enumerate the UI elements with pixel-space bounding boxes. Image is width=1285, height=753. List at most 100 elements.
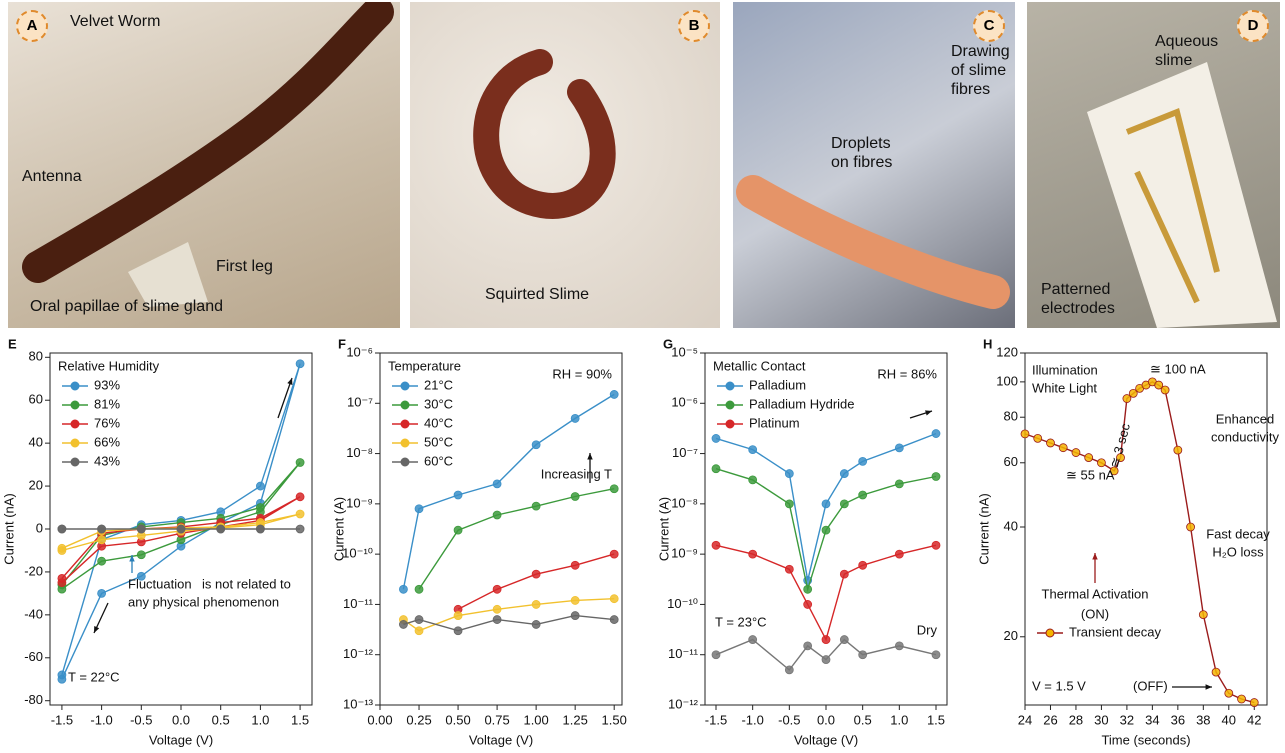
data-point bbox=[712, 434, 720, 442]
y-tick-label: 10⁻⁹ bbox=[671, 546, 698, 561]
photo-label: Drawing of slime fibres bbox=[951, 42, 1013, 99]
data-point bbox=[859, 457, 867, 465]
arrow-head bbox=[1206, 684, 1212, 689]
data-point bbox=[895, 642, 903, 650]
annotation: H₂O loss bbox=[1212, 544, 1264, 559]
annotation: ≅ 55 nA bbox=[1066, 467, 1115, 482]
x-tick-label: 1.0 bbox=[251, 712, 269, 727]
data-point bbox=[1174, 446, 1182, 454]
annotation: V = 1.5 V bbox=[1032, 678, 1086, 693]
data-point bbox=[932, 430, 940, 438]
data-point bbox=[571, 493, 579, 501]
annotation: T = 23°C bbox=[715, 614, 767, 629]
panel-letter: A bbox=[16, 10, 48, 42]
data-point bbox=[1034, 434, 1042, 442]
data-point bbox=[804, 642, 812, 650]
annotation: any physical phenomenon bbox=[128, 594, 279, 609]
y-tick-label: -60 bbox=[24, 649, 43, 664]
data-point bbox=[1187, 523, 1195, 531]
annotation: Dry bbox=[917, 622, 938, 637]
legend-marker bbox=[401, 401, 409, 409]
data-point bbox=[1161, 386, 1169, 394]
legend-marker bbox=[401, 420, 409, 428]
data-point bbox=[749, 476, 757, 484]
annotation: (ON) bbox=[1081, 606, 1109, 621]
data-point bbox=[493, 616, 501, 624]
legend-label: 30°C bbox=[424, 396, 453, 411]
data-point bbox=[840, 470, 848, 478]
series-line bbox=[419, 489, 614, 590]
x-tick-label: -1.0 bbox=[741, 712, 763, 727]
x-tick-label: 26 bbox=[1043, 712, 1057, 727]
x-axis-label: Voltage (V) bbox=[469, 732, 533, 747]
figure: A Velvet Worm Antenna First leg Oral pap… bbox=[0, 0, 1285, 753]
data-point bbox=[399, 620, 407, 628]
data-point bbox=[493, 480, 501, 488]
x-tick-label: 1.50 bbox=[602, 712, 627, 727]
data-point bbox=[859, 561, 867, 569]
y-tick-label: 120 bbox=[996, 344, 1018, 359]
photo-c: C Drawing of slime fibres Droplets on fi… bbox=[733, 2, 1015, 328]
legend-title: Metallic Contact bbox=[713, 358, 806, 373]
data-point bbox=[177, 525, 185, 533]
y-tick-label: 0 bbox=[36, 520, 43, 535]
data-point bbox=[217, 525, 225, 533]
data-point bbox=[1021, 430, 1029, 438]
data-point bbox=[712, 541, 720, 549]
panel-letter: B bbox=[678, 10, 710, 42]
annotation: T = 22°C bbox=[68, 669, 120, 684]
x-tick-label: 0.00 bbox=[367, 712, 392, 727]
y-tick-label: 80 bbox=[1004, 409, 1018, 424]
x-tick-label: 0.0 bbox=[817, 712, 835, 727]
legend-marker bbox=[71, 382, 79, 390]
data-point bbox=[98, 589, 106, 597]
x-tick-label: 30 bbox=[1094, 712, 1108, 727]
legend-label: 40°C bbox=[424, 415, 453, 430]
y-tick-label: 10⁻⁹ bbox=[346, 495, 373, 510]
data-point bbox=[804, 600, 812, 608]
legend-label: Platinum bbox=[749, 415, 800, 430]
data-point bbox=[415, 505, 423, 513]
y-tick-label: 40 bbox=[29, 435, 43, 450]
legend-title: Relative Humidity bbox=[58, 358, 160, 373]
arrow-head bbox=[287, 378, 292, 385]
data-point bbox=[399, 585, 407, 593]
x-tick-label: 40 bbox=[1222, 712, 1236, 727]
annotation: RH = 86% bbox=[877, 366, 937, 381]
x-tick-label: 42 bbox=[1247, 712, 1261, 727]
series-line bbox=[403, 616, 614, 631]
annotation: Illumination bbox=[1032, 362, 1098, 377]
legend-label: 60°C bbox=[424, 453, 453, 468]
legend-label: Transient decay bbox=[1069, 624, 1162, 639]
photo-label: Patterned electrodes bbox=[1041, 280, 1121, 318]
y-tick-label: 80 bbox=[29, 349, 43, 364]
legend-label: 76% bbox=[94, 415, 120, 430]
data-point bbox=[296, 525, 304, 533]
annotation: Enhanced bbox=[1216, 411, 1275, 426]
photo-label: Aqueous slime bbox=[1155, 32, 1227, 70]
data-point bbox=[1238, 695, 1246, 703]
y-tick-label: -40 bbox=[24, 606, 43, 621]
x-tick-label: 28 bbox=[1069, 712, 1083, 727]
data-point bbox=[712, 465, 720, 473]
data-point bbox=[256, 504, 264, 512]
x-tick-label: 34 bbox=[1145, 712, 1159, 727]
data-point bbox=[840, 636, 848, 644]
panel-letter: C bbox=[973, 10, 1005, 42]
x-tick-label: 24 bbox=[1018, 712, 1032, 727]
data-point bbox=[859, 651, 867, 659]
annotation: conductivity bbox=[1211, 429, 1279, 444]
data-point bbox=[58, 574, 66, 582]
x-tick-label: 1.5 bbox=[291, 712, 309, 727]
y-tick-label: -80 bbox=[24, 692, 43, 707]
legend-label: 50°C bbox=[424, 434, 453, 449]
x-tick-label: 0.25 bbox=[406, 712, 431, 727]
annotation: Increasing T bbox=[541, 466, 612, 481]
x-axis-label: Voltage (V) bbox=[149, 732, 213, 747]
y-tick-label: 10⁻¹⁰ bbox=[342, 546, 373, 561]
worm bbox=[8, 2, 400, 328]
data-point bbox=[493, 511, 501, 519]
y-axis-label: Current (nA) bbox=[976, 493, 991, 565]
data-point bbox=[749, 636, 757, 644]
legend-marker bbox=[401, 439, 409, 447]
